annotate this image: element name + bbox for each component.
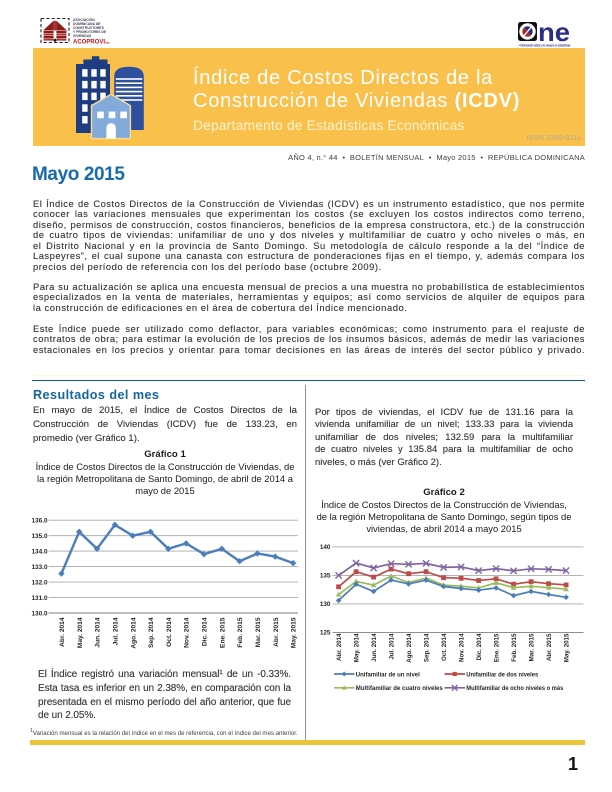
svg-text:Jul. 2014: Jul. 2014 (389, 633, 396, 660)
svg-text:Ago. 2014: Ago. 2014 (130, 617, 137, 648)
svg-text:Abr. 2014: Abr. 2014 (336, 633, 343, 661)
svg-text:Oct. 2014: Oct. 2014 (441, 633, 448, 661)
svg-text:ne: ne (538, 20, 570, 47)
svg-text:Jun. 2014: Jun. 2014 (371, 633, 378, 662)
svg-text:135: 135 (320, 573, 331, 580)
svg-text:Jul. 2014: Jul. 2014 (113, 617, 120, 645)
svg-text:Abr. 2014: Abr. 2014 (59, 617, 66, 647)
svg-text:DOMINICANA DE: DOMINICANA DE (73, 22, 101, 26)
svg-text:Nov. 2014: Nov. 2014 (459, 633, 466, 662)
svg-text:140: 140 (320, 544, 331, 551)
svg-text:132.0: 132.0 (32, 579, 48, 586)
svg-text:Y PROMOTORES DE: Y PROMOTORES DE (73, 30, 107, 34)
svg-text:ASOCIACIÓN: ASOCIACIÓN (73, 17, 95, 22)
svg-text:125: 125 (320, 630, 331, 637)
svg-text:ACOPROVIinc.: ACOPROVIinc. (73, 39, 110, 45)
svg-text:Mar. 2015: Mar. 2015 (255, 617, 262, 647)
svg-text:Feb. 2015: Feb. 2015 (237, 617, 244, 647)
svg-text:Jun. 2014: Jun. 2014 (95, 617, 102, 647)
svg-text:136.0: 136.0 (32, 518, 48, 525)
svg-text:Mar. 2015: Mar. 2015 (529, 633, 536, 661)
svg-text:Multifamiliar de ocho niveles: Multifamiliar de ocho niveles o más (466, 685, 564, 692)
svg-text:May. 2014: May. 2014 (77, 617, 84, 648)
svg-text:Ago. 2014: Ago. 2014 (406, 633, 413, 663)
svg-text:Abr. 2015: Abr. 2015 (273, 617, 280, 647)
svg-text:Ene. 2015: Ene. 2015 (494, 633, 501, 662)
svg-text:Unifamiliar de un nivel: Unifamiliar de un nivel (356, 671, 420, 678)
svg-text:CONSTRUCTORES: CONSTRUCTORES (73, 26, 105, 30)
svg-text:Dic. 2014: Dic. 2014 (476, 633, 483, 660)
svg-text:Oct. 2014: Oct. 2014 (166, 617, 173, 647)
svg-text:134.0: 134.0 (32, 548, 48, 555)
svg-text:Unifamiliar de dos niveles: Unifamiliar de dos niveles (466, 671, 539, 678)
svg-text:> Información actual y de siem: > Información actual y de siempre en est… (519, 43, 571, 47)
svg-text:Sep. 2014: Sep. 2014 (424, 633, 431, 662)
svg-text:131.0: 131.0 (32, 595, 48, 602)
svg-text:Dic. 2014: Dic. 2014 (202, 617, 209, 646)
svg-text:Multifamiliar de cuatro nivele: Multifamiliar de cuatro niveles (356, 685, 444, 692)
svg-text:Abr. 2015: Abr. 2015 (546, 633, 553, 661)
svg-text:Ene. 2015: Ene. 2015 (219, 617, 226, 648)
svg-text:May. 2014: May. 2014 (354, 633, 361, 662)
svg-text:130: 130 (320, 601, 331, 608)
svg-text:133.0: 133.0 (32, 564, 48, 571)
svg-text:Feb. 2015: Feb. 2015 (511, 633, 518, 662)
svg-text:135.0: 135.0 (32, 533, 48, 540)
svg-text:130.0: 130.0 (32, 610, 48, 617)
svg-text:May. 2015: May. 2015 (564, 633, 571, 662)
svg-text:Nov. 2014: Nov. 2014 (184, 617, 191, 648)
svg-text:Sep. 2014: Sep. 2014 (148, 617, 155, 648)
svg-text:VIVIENDAS: VIVIENDAS (73, 34, 92, 38)
svg-text:May. 2015: May. 2015 (291, 617, 298, 648)
